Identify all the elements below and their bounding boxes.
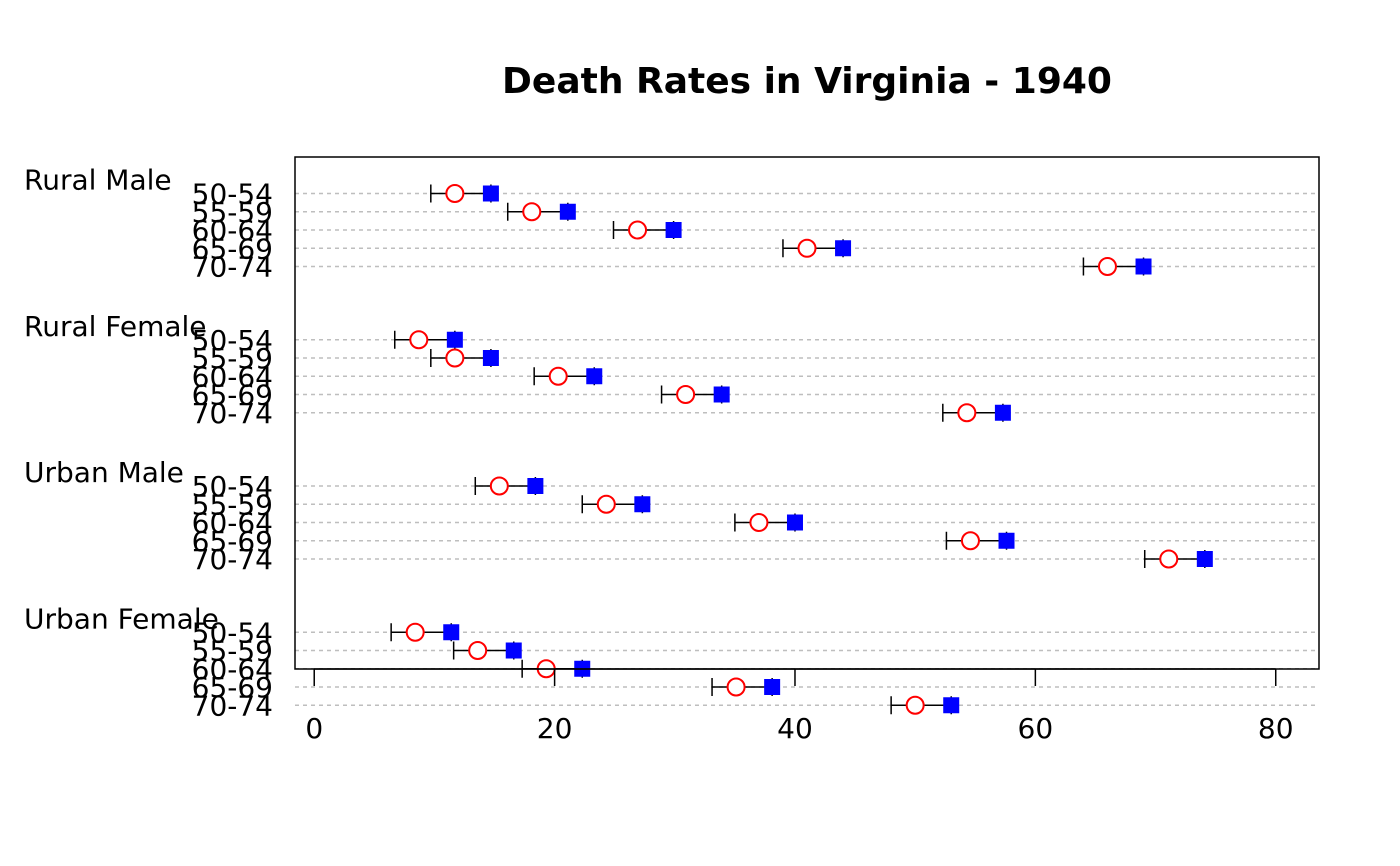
upper-square-marker: [1196, 551, 1213, 567]
row-label: 55-59: [192, 488, 273, 521]
value-circle-marker: [445, 184, 465, 203]
x-tick-label: 60: [1018, 712, 1054, 745]
grid-lines: [295, 192, 1319, 706]
row-label: 50-54: [192, 178, 273, 211]
group-label: Rural Male: [24, 164, 172, 197]
value-circle-marker: [726, 677, 746, 697]
upper-square-marker: [634, 496, 651, 513]
value-circle-marker: [409, 330, 429, 350]
value-circle-marker: [445, 348, 465, 368]
value-circle-marker: [1097, 257, 1117, 276]
row-label: 65-69: [192, 671, 273, 704]
value-circle-marker: [468, 641, 488, 660]
upper-square-marker: [786, 514, 803, 531]
upper-square-marker: [713, 386, 730, 403]
x-axis: 0 20 40 60 80: [305, 668, 1294, 745]
chart-title: Death Rates in Virginia - 1940: [502, 61, 1112, 102]
upper-square-marker: [998, 532, 1015, 549]
group-label: Rural Female: [24, 310, 207, 343]
row-label: 50-54: [192, 470, 273, 503]
value-circle-marker: [1159, 549, 1179, 569]
upper-square-marker: [943, 697, 960, 714]
x-tick-label: 0: [305, 712, 323, 745]
x-tick-label: 80: [1258, 712, 1294, 745]
value-circle-marker: [596, 494, 616, 514]
upper-square-marker: [482, 350, 499, 366]
value-circle-marker: [628, 220, 648, 240]
row-label: 70-74: [192, 543, 273, 576]
row-label: 60-64: [192, 360, 273, 393]
row-label: 60-64: [192, 653, 273, 686]
upper-square-marker: [994, 404, 1011, 421]
upper-square-marker: [443, 624, 460, 641]
value-circle-marker: [405, 622, 425, 642]
upper-square-marker: [527, 478, 544, 494]
x-tick-label: 20: [537, 712, 573, 745]
upper-square-marker: [446, 331, 463, 348]
value-circle-marker: [905, 695, 925, 715]
error-bars: [390, 184, 1206, 715]
upper-square-marker: [835, 240, 852, 257]
value-circle-marker: [489, 476, 509, 496]
row-label: 70-74: [192, 689, 273, 722]
upper-square-marker: [482, 185, 499, 202]
upper-square-marker: [764, 679, 781, 695]
x-tick-label: 40: [777, 712, 813, 745]
value-circle-marker: [676, 385, 696, 404]
row-label: 70-74: [192, 397, 273, 430]
upper-square-marker: [665, 222, 682, 238]
value-circle-marker: [797, 238, 817, 258]
row-label: 55-59: [192, 196, 273, 229]
row-label: 60-64: [192, 214, 273, 247]
group-label: Urban Male: [24, 456, 184, 489]
group-label: Urban Female: [24, 602, 219, 635]
row-label: 65-69: [192, 525, 273, 558]
upper-square-marker: [1135, 258, 1152, 275]
row-label: 70-74: [192, 251, 273, 284]
row-label: 50-54: [192, 616, 273, 649]
row-label: 65-69: [192, 379, 273, 412]
row-label: 50-54: [192, 324, 273, 357]
row-label: 65-69: [192, 232, 273, 265]
row-label: 55-59: [192, 635, 273, 668]
upper-square-marker: [559, 203, 576, 220]
row-label: 55-59: [192, 342, 273, 375]
value-circle-marker: [749, 513, 769, 532]
value-circle-marker: [548, 366, 568, 386]
value-circle-marker: [522, 202, 542, 222]
value-circle-marker: [957, 403, 977, 423]
row-labels: Rural Male 50-5455-5960-6465-6970-74Rural…: [24, 164, 273, 723]
upper-square-marker: [586, 368, 603, 385]
data-markers: [405, 184, 1213, 715]
row-label: 60-64: [192, 507, 273, 540]
upper-square-marker: [505, 642, 522, 659]
value-circle-marker: [960, 531, 980, 551]
